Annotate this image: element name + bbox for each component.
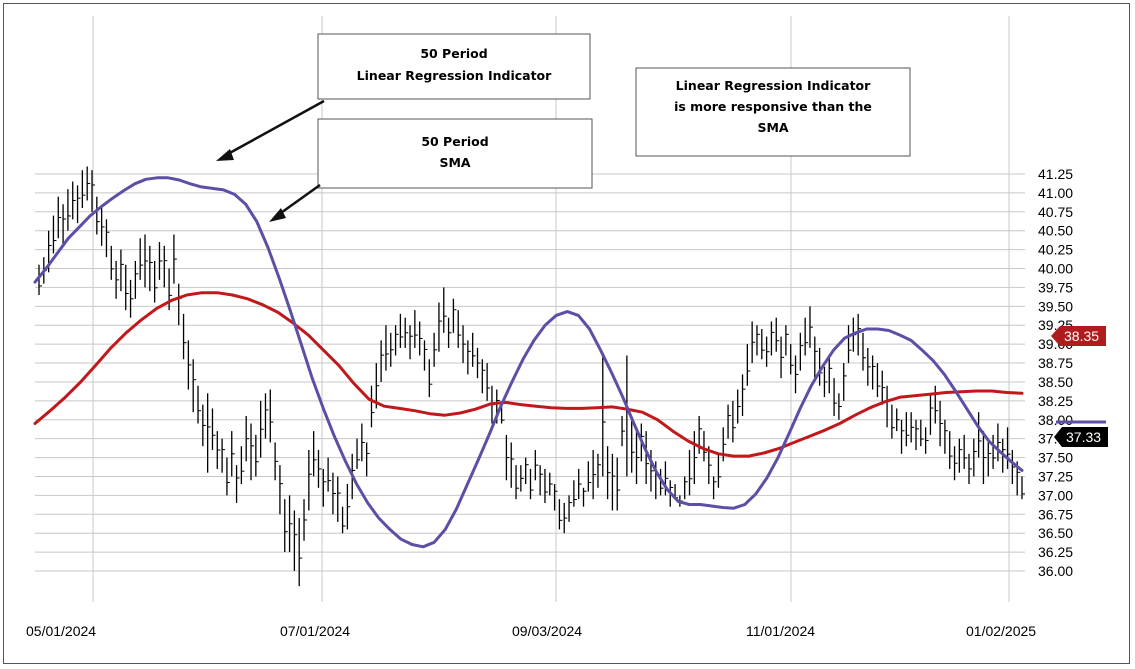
annotation-lri-line1: 50 Period [420, 46, 487, 61]
y-tick-label: 38.25 [1038, 393, 1073, 409]
horizontal-gridlines [35, 173, 1025, 572]
arrow-lri [225, 99, 325, 157]
y-tick-label: 39.75 [1038, 279, 1073, 295]
lri-tag-shape [1054, 427, 1108, 447]
annotation-sma-box [317, 118, 593, 189]
annotation-sma-line1: 50 Period [421, 134, 488, 149]
lri-last-price-tag: 37.33 [1054, 420, 1108, 447]
y-tick-label: 37.25 [1038, 468, 1073, 484]
annotation-lri-box [317, 33, 591, 100]
price-bars [38, 166, 1025, 587]
sma-tag-shape [1051, 326, 1106, 346]
y-tick-label: 38.00 [1038, 412, 1073, 428]
x-tick-label: 09/03/2024 [512, 623, 582, 639]
y-tick-label: 40.75 [1038, 204, 1073, 220]
y-tick-label: 41.00 [1038, 185, 1073, 201]
annotation-note-line1: Linear Regression Indicator [676, 78, 871, 93]
y-tick-label: 37.00 [1038, 487, 1073, 503]
annotation-lri: 50 Period Linear Regression Indicator [317, 33, 591, 100]
y-tick-label: 36.50 [1038, 525, 1073, 541]
x-tick-label: 05/01/2024 [26, 623, 96, 639]
x-tick-label: 11/01/2024 [746, 623, 815, 639]
y-tick-label: 39.50 [1038, 298, 1073, 314]
y-tick-label: 38.75 [1038, 355, 1073, 371]
lri-last-price: 37.33 [1066, 429, 1101, 445]
y-tick-label: 36.25 [1038, 544, 1073, 560]
x-tick-label: 07/01/2024 [280, 623, 350, 639]
annotation-note: Linear Regression Indicator is more resp… [635, 67, 911, 157]
y-tick-label: 38.50 [1038, 374, 1073, 390]
sma-last-price: 38.35 [1064, 328, 1099, 344]
chart-frame: 41.25 41.00 40.75 40.50 40.25 40.00 39.75 39.50… [3, 3, 1130, 664]
y-tick-label: 36.00 [1038, 563, 1073, 579]
annotation-arrows [216, 99, 325, 222]
y-tick-label: 40.25 [1038, 242, 1073, 258]
annotation-sma: 50 Period SMA [317, 118, 593, 189]
y-tick-label: 37.50 [1038, 450, 1073, 466]
sma-last-price-tag: 38.35 [1051, 326, 1106, 346]
annotation-note-line3: SMA [757, 120, 788, 135]
y-tick-label: 41.25 [1038, 166, 1073, 182]
arrow-sma-head [269, 208, 286, 222]
x-tick-label: 01/02/2025 [966, 623, 1036, 639]
annotation-sma-line2: SMA [439, 155, 470, 170]
y-axis-ticks: 41.25 41.00 40.75 40.50 40.25 40.00 39.75 39.50… [1038, 166, 1073, 579]
annotation-note-line2: is more responsive than the [674, 99, 872, 114]
series-line-lri [33, 176, 1024, 549]
y-tick-label: 40.00 [1038, 261, 1073, 277]
annotation-note-box [635, 67, 911, 157]
series-line-sma [33, 291, 1024, 458]
x-axis-labels: 05/01/2024 07/01/2024 09/03/2024 11/01/2024… [26, 623, 1036, 639]
arrow-lri-head [216, 149, 234, 161]
chart-svg: 41.25 41.00 40.75 40.50 40.25 40.00 39.75 39.50… [26, 16, 1108, 639]
series-lines [33, 176, 1024, 549]
y-tick-label: 36.75 [1038, 506, 1073, 522]
y-tick-label: 40.50 [1038, 223, 1073, 239]
arrow-sma [277, 183, 321, 217]
annotation-lri-line2: Linear Regression Indicator [357, 68, 552, 83]
